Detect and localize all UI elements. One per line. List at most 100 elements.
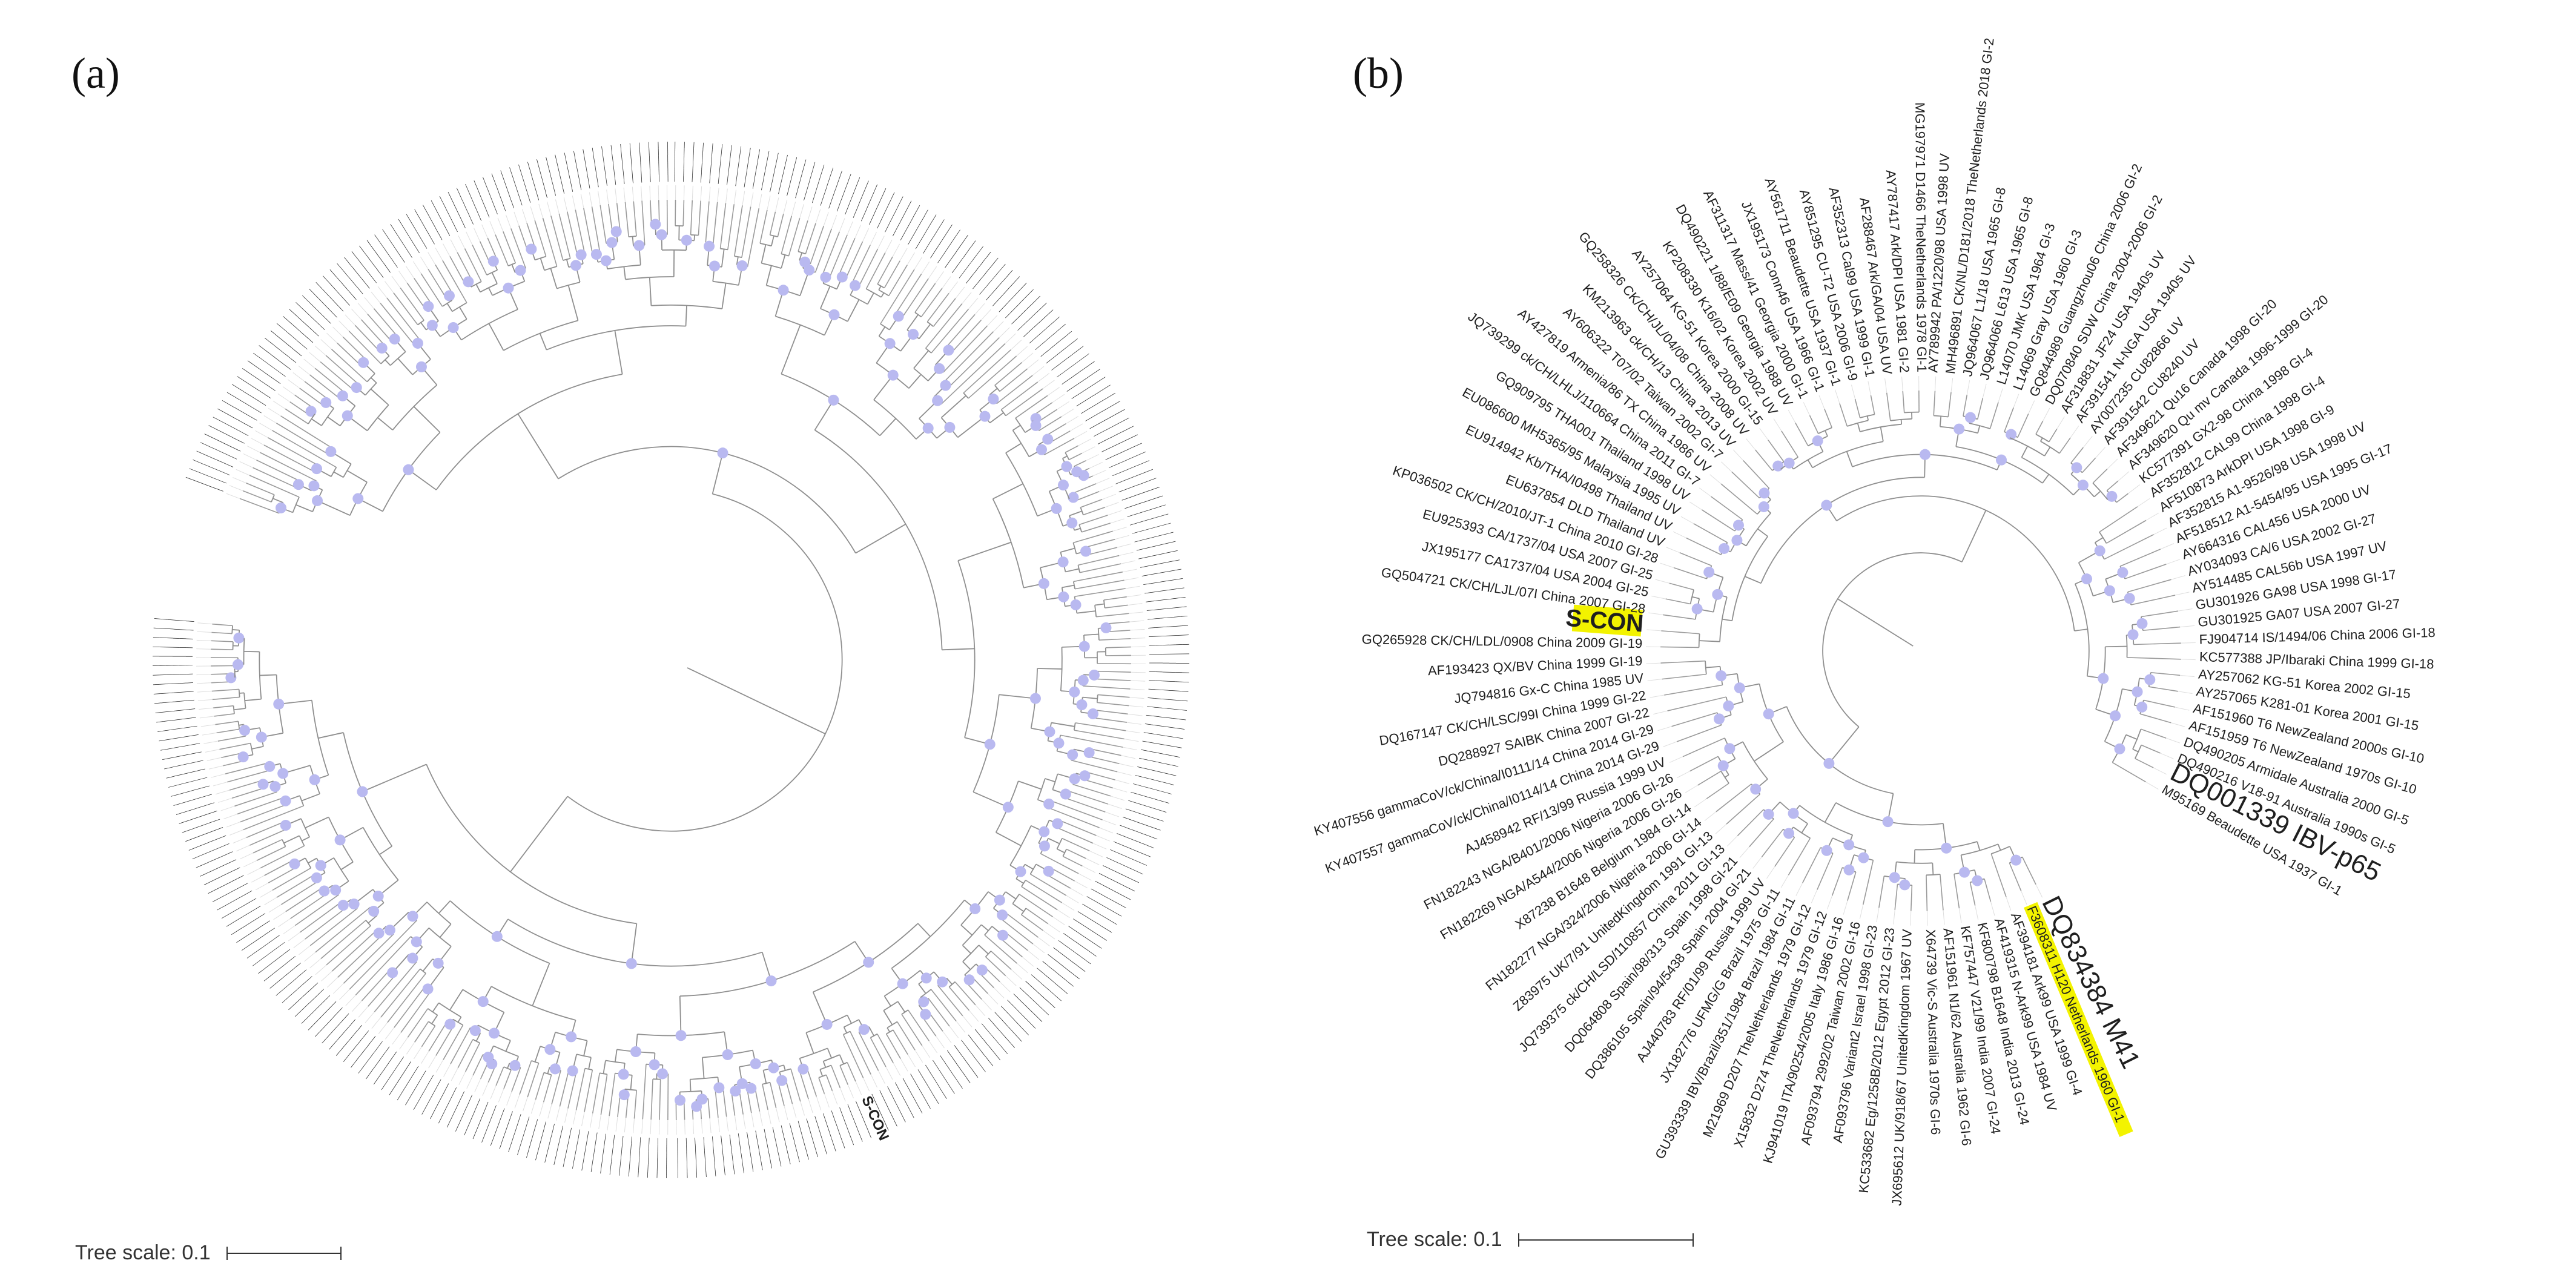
panel-a-bootstrap-node [269, 781, 281, 793]
panel-a-clade-arc [544, 266, 557, 271]
panel-a-leaf-branch [870, 1037, 887, 1067]
panel-b-leaf-branch [2082, 457, 2096, 473]
panel-a-leaf-guide [847, 221, 853, 236]
panel-b-leaf-branch [1711, 496, 1743, 520]
panel-a-internal-branch [488, 323, 504, 351]
panel-a-leaf-guide [1131, 638, 1146, 639]
panel-a-leaf-guide [451, 1067, 458, 1081]
panel-a-leaf-branch [877, 1034, 894, 1063]
panel-b-leaf-guide [1646, 629, 1662, 631]
panel-a-clade-arc [243, 693, 246, 709]
panel-a-leaf-guide [1082, 446, 1095, 453]
panel-a-leaf-guide [1052, 916, 1065, 926]
panel-a-bootstrap-node [920, 1009, 931, 1020]
panel-a-leaf-branch [343, 933, 394, 984]
panel-a-leaf-branch [659, 1079, 661, 1120]
panel-b-leaf-guide [1666, 547, 1680, 553]
panel-a-bootstrap-node [549, 1063, 561, 1075]
panel-a-leaf-guide [1099, 486, 1113, 492]
panel-a-leaf-guide [458, 1071, 466, 1085]
panel-b-leaf-guide [1759, 427, 1769, 440]
panel-a-leaf-guide [490, 1085, 497, 1100]
panel-a-leaf-guide [304, 952, 316, 962]
panel-a-leaf-guide [466, 231, 473, 245]
panel-a-leaf-guide [1129, 705, 1144, 708]
panel-b-bootstrap-node [1843, 864, 1855, 875]
panel-a-leaf-guide [855, 1081, 862, 1095]
panel-b-leaf-branch [1989, 402, 1999, 429]
panel-a-bootstrap-node [704, 240, 715, 252]
panel-a-leaf-branch [719, 203, 727, 249]
panel-b-clade-arc [1698, 633, 1700, 648]
panel-b-internal-branch [1866, 415, 1869, 421]
panel-a-leaf-guide [942, 1030, 952, 1043]
panel-a-leaf-branch [487, 237, 498, 260]
panel-a-leaf-guide [700, 186, 702, 201]
panel-a-leaf-guide [378, 1022, 388, 1034]
panel-a-bootstrap-node [937, 976, 948, 988]
panel-a-internal-branch [491, 272, 498, 284]
panel-b-leaf-branch [2127, 657, 2181, 660]
panel-a-leaf-branch [806, 1067, 817, 1097]
panel-a-leaf-guide [751, 1113, 755, 1128]
panel-b-bootstrap-node [1953, 423, 1965, 435]
panel-a-leaf-branch [1065, 445, 1078, 453]
panel-a-leaf-branch [256, 460, 300, 482]
panel-b-bootstrap-node [2124, 593, 2135, 604]
panel-a-leaf-branch [1005, 932, 1028, 951]
panel-a-leaf-branch [616, 203, 621, 231]
panel-a-bootstrap-node [412, 337, 423, 349]
panel-a-leaf-guide [907, 252, 915, 266]
panel-b-leaf-branch [1839, 403, 1848, 427]
panel-a-bootstrap-node [351, 382, 362, 394]
panel-a-leaf-guide [658, 185, 659, 200]
panel-b-bootstrap-node [1714, 713, 1725, 725]
panel-a-leaf-guide [1115, 535, 1129, 540]
panel-a-bootstrap-node [649, 1059, 660, 1070]
panel-b-leaf-branch [1697, 771, 1722, 786]
panel-a-bootstrap-node [432, 957, 444, 969]
panel-a-leaf-branch [1073, 571, 1123, 582]
panel-b-bootstrap-node [1759, 487, 1770, 499]
panel-a-internal-branch [799, 252, 803, 261]
panel-a-leaf-guide [1112, 527, 1127, 532]
panel-a-internal-branch [712, 452, 724, 495]
panel-a-leaf-guide [259, 423, 272, 431]
panel-b-label-highlight [2024, 902, 2133, 1137]
panel-b-leaf-branch [1878, 875, 1885, 908]
panel-a-leaf-branch [707, 1098, 710, 1119]
panel-a-leaf-label: —————— [646, 142, 655, 182]
panel-a-leaf-branch [698, 200, 701, 236]
panel-a-leaf-branch [907, 1009, 930, 1041]
panel-b-leaf-branch [1726, 794, 1760, 825]
panel-b-leaf-guide [2180, 674, 2195, 678]
panel-a-leaf-guide [197, 622, 213, 625]
panel-b-internal-branch [1824, 802, 1837, 823]
panel-a-clade-arc [985, 951, 992, 957]
panel-a-internal-branch [867, 292, 874, 305]
panel-b-leaf-branch [1963, 394, 1968, 417]
panel-a-leaf-branch [1060, 734, 1123, 748]
panel-a-bootstrap-node [709, 260, 721, 272]
panel-a-bootstrap-node [778, 285, 789, 296]
panel-a-leaf-label: —————— [697, 142, 707, 183]
panel-a-leaf-branch [1079, 563, 1121, 573]
panel-a-leaf-branch [1005, 388, 1043, 417]
panel-a-bootstrap-node [275, 502, 286, 513]
panel-a-leaf-guide [1011, 969, 1023, 980]
panel-b-clade-arc [2075, 584, 2090, 676]
panel-a-leaf-branch [1039, 416, 1062, 431]
panel-a-bootstrap-node [1052, 818, 1063, 829]
panel-a-leaf-guide [435, 1060, 444, 1073]
panel-a-bootstrap-node [487, 256, 499, 267]
panel-a-leaf-branch [294, 894, 339, 926]
panel-a-internal-branch [781, 325, 801, 375]
panel-a-leaf-branch [954, 981, 976, 1006]
panel-a-internal-branch [283, 835, 300, 844]
panel-a-leaf-branch [1071, 483, 1097, 495]
panel-b-internal-branch [1825, 430, 1828, 437]
panel-a-leaf-guide [233, 477, 246, 484]
panel-b-leaf-guide [1680, 516, 1694, 524]
panel-a-bootstrap-node [730, 1086, 741, 1097]
panel-a-leaf-branch [400, 287, 424, 321]
